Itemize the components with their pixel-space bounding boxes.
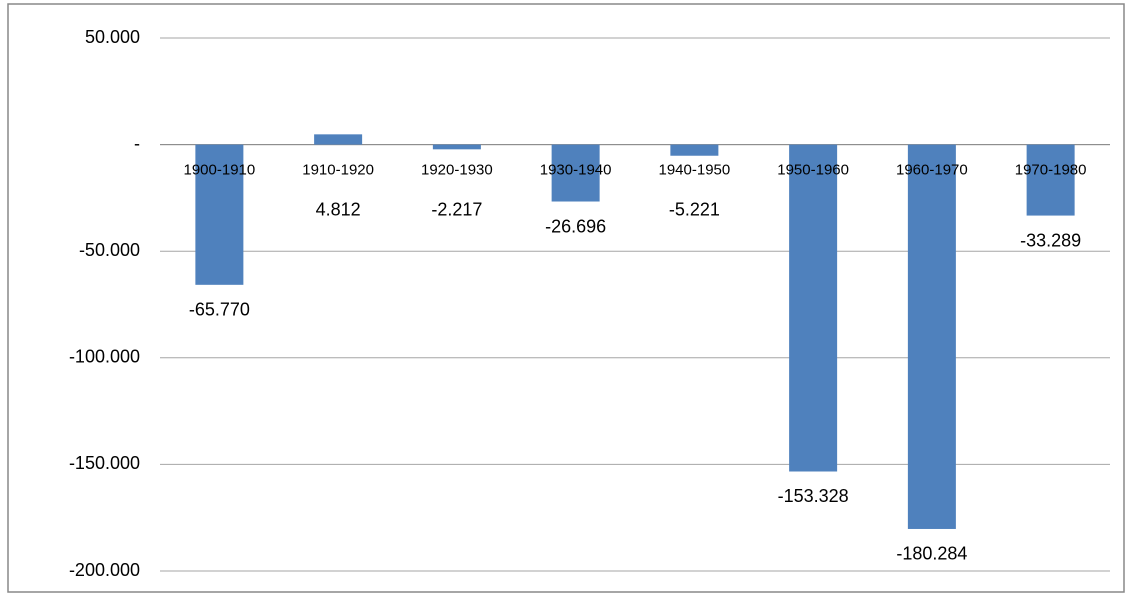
x-tick-label: 1960-1970 xyxy=(896,162,968,179)
bar xyxy=(670,144,719,156)
value-label: -2.217 xyxy=(431,199,482,219)
value-label: -180.284 xyxy=(896,544,967,564)
bar xyxy=(907,144,956,529)
x-tick-label: 1900-1910 xyxy=(184,162,256,179)
bar xyxy=(551,144,600,202)
value-label: -5.221 xyxy=(669,199,720,219)
value-label: -65.770 xyxy=(189,300,250,320)
bar xyxy=(195,144,244,285)
chart-border xyxy=(7,3,1125,593)
y-tick-label: - xyxy=(134,133,140,153)
value-label: -26.696 xyxy=(545,216,606,236)
bar xyxy=(1026,144,1075,216)
y-tick-label: -200.000 xyxy=(69,560,140,580)
y-tick-label: -50.000 xyxy=(79,240,140,260)
y-tick-label: 50.000 xyxy=(85,27,140,47)
x-tick-label: 1940-1950 xyxy=(659,162,731,179)
x-tick-label: 1950-1960 xyxy=(777,162,849,179)
bar xyxy=(432,144,481,150)
y-tick-label: -150.000 xyxy=(69,453,140,473)
bar xyxy=(789,144,838,472)
x-tick-label: 1930-1940 xyxy=(540,162,612,179)
y-tick-label: -100.000 xyxy=(69,347,140,367)
x-tick-label: 1910-1920 xyxy=(302,162,374,179)
x-tick-label: 1920-1930 xyxy=(421,162,493,179)
value-label: -153.328 xyxy=(778,486,849,506)
bar xyxy=(314,134,363,145)
value-label: 4.812 xyxy=(316,199,361,219)
x-tick-label: 1970-1980 xyxy=(1015,162,1087,179)
value-label: -33.289 xyxy=(1020,230,1081,250)
